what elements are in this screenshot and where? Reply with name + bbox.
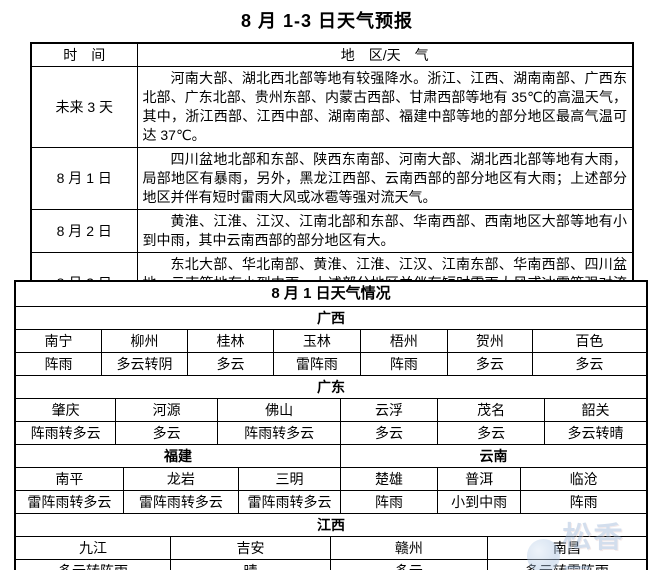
page-title: 8 月 1-3 日天气预报 <box>240 11 414 31</box>
city-cell: 茂名 <box>438 399 546 421</box>
city-cell: 贺州 <box>448 330 533 352</box>
weather-cell: 多云 <box>448 353 533 375</box>
weather-cell: 多云 <box>438 422 546 444</box>
weather-cell: 阵雨转多云 <box>218 422 342 444</box>
section-fujian: 福建 <box>16 445 342 467</box>
weather-cell: 阵雨 <box>341 491 439 513</box>
weather-cell: 阵雨转多云 <box>16 422 117 444</box>
weather-row: 阵雨 多云转阴 多云 雷阵雨 阵雨 多云 多云 <box>16 353 646 376</box>
weather-cell: 多云转阴 <box>102 353 188 375</box>
city-row: 南平 龙岩 三明 楚雄 普洱 临沧 <box>16 468 646 491</box>
city-cell: 玉林 <box>274 330 361 352</box>
table-row: 8 月 1 日 四川盆地北部和东部、陕西东南部、河南大部、湖北西北部等地有大雨，… <box>30 146 634 210</box>
forecast-table: 时 间 地 区/天 气 未来 3 天 河南大部、湖北西北部等地有较强降水。浙江、… <box>30 42 634 316</box>
city-cell: 九江 <box>16 537 171 559</box>
weather-cell: 雷阵雨 <box>274 353 361 375</box>
city-cell: 南昌 <box>552 540 581 556</box>
forecast-period: 8 月 2 日 <box>30 208 138 253</box>
city-cell: 云浮 <box>341 399 439 421</box>
city-row: 肇庆 河源 佛山 云浮 茂名 韶关 <box>16 399 646 422</box>
section-jiangxi: 江西 <box>317 517 345 533</box>
city-cell: 梧州 <box>361 330 448 352</box>
weather-row: 多云转阵雨 晴 多云 多云转雷阵雨 <box>16 560 646 570</box>
city-cell: 南宁 <box>16 330 102 352</box>
col-header-region: 地 区/天 气 <box>136 42 634 67</box>
weather-cell: 多云 <box>188 353 274 375</box>
city-cell: 楚雄 <box>341 468 439 490</box>
weather-cell: 多云 <box>575 356 604 372</box>
table-header-row: 时 间 地 区/天 气 <box>30 42 634 67</box>
city-cell: 南平 <box>16 468 124 490</box>
section-header-row: 广西 <box>16 307 646 330</box>
daily-weather-table: 8 月 1 日天气情况 广西 南宁 柳州 桂林 玉林 梧州 贺州 百色 阵雨 多… <box>14 280 648 570</box>
weather-cell: 多云转雷阵雨 <box>488 560 646 570</box>
city-row: 九江 吉安 赣州 南昌 <box>16 537 646 560</box>
weather-cell: 小到中雨 <box>438 491 522 513</box>
weather-cell: 晴 <box>171 560 331 570</box>
weather-cell: 多云 <box>341 422 439 444</box>
city-cell: 肇庆 <box>16 399 117 421</box>
city-cell: 吉安 <box>171 537 331 559</box>
city-cell: 临沧 <box>569 471 598 487</box>
weather-cell: 雷阵雨转多云 <box>16 491 124 513</box>
weather-cell: 多云转阵雨 <box>16 560 171 570</box>
forecast-period: 未来 3 天 <box>30 65 138 148</box>
forecast-period: 8 月 1 日 <box>30 146 138 210</box>
section-header-row: 广东 <box>16 376 646 399</box>
weather-cell: 雷阵雨转多云 <box>124 491 239 513</box>
weather-row: 雷阵雨转多云 雷阵雨转多云 雷阵雨转多云 阵雨 小到中雨 阵雨 <box>16 491 646 514</box>
section-yunnan: 云南 <box>479 448 508 464</box>
weather-cell: 阵雨 <box>361 353 448 375</box>
col-header-time: 时 间 <box>30 42 138 67</box>
section-guangxi: 广西 <box>317 310 345 326</box>
forecast-detail: 河南大部、湖北西北部等地有较强降水。浙江、江西、湖南南部、广西东北部、广东北部、… <box>136 65 634 148</box>
table-title-row: 8 月 1 日天气情况 <box>16 282 646 307</box>
section-header-row: 江西 <box>16 514 646 537</box>
forecast-detail: 黄淮、江淮、江汉、江南北部和东部、华南西部、西南地区大部等地有小到中雨，其中云南… <box>136 208 634 253</box>
weather-cell: 阵雨 <box>16 353 102 375</box>
weather-cell: 多云 <box>116 422 219 444</box>
city-cell: 韶关 <box>581 402 610 418</box>
weather-cell: 多云转晴 <box>567 425 624 441</box>
forecast-detail: 四川盆地北部和东部、陕西东南部、河南大部、湖北西北部等地有大雨，局部地区有暴雨，… <box>136 146 634 210</box>
city-cell: 普洱 <box>438 468 522 490</box>
city-row: 南宁 柳州 桂林 玉林 梧州 贺州 百色 <box>16 330 646 353</box>
city-cell: 河源 <box>116 399 219 421</box>
section-guangdong: 广东 <box>317 379 345 395</box>
city-cell: 柳州 <box>102 330 188 352</box>
weather-cell: 雷阵雨转多云 <box>239 491 342 513</box>
city-cell: 龙岩 <box>124 468 239 490</box>
section-header-row: 福建 云南 <box>16 445 646 468</box>
weather-row: 阵雨转多云 多云 阵雨转多云 多云 多云 多云转晴 <box>16 422 646 445</box>
city-cell: 桂林 <box>188 330 274 352</box>
weather-cell: 阵雨 <box>569 494 598 510</box>
city-cell: 赣州 <box>331 537 488 559</box>
city-cell: 百色 <box>575 333 604 349</box>
table-row: 未来 3 天 河南大部、湖北西北部等地有较强降水。浙江、江西、湖南南部、广西东北… <box>30 65 634 148</box>
city-cell: 三明 <box>239 468 342 490</box>
table-row: 8 月 2 日 黄淮、江淮、江汉、江南北部和东部、华南西部、西南地区大部等地有小… <box>30 208 634 253</box>
table-title: 8 月 1 日天气情况 <box>271 285 391 302</box>
weather-cell: 多云 <box>331 560 488 570</box>
city-cell: 佛山 <box>218 399 342 421</box>
